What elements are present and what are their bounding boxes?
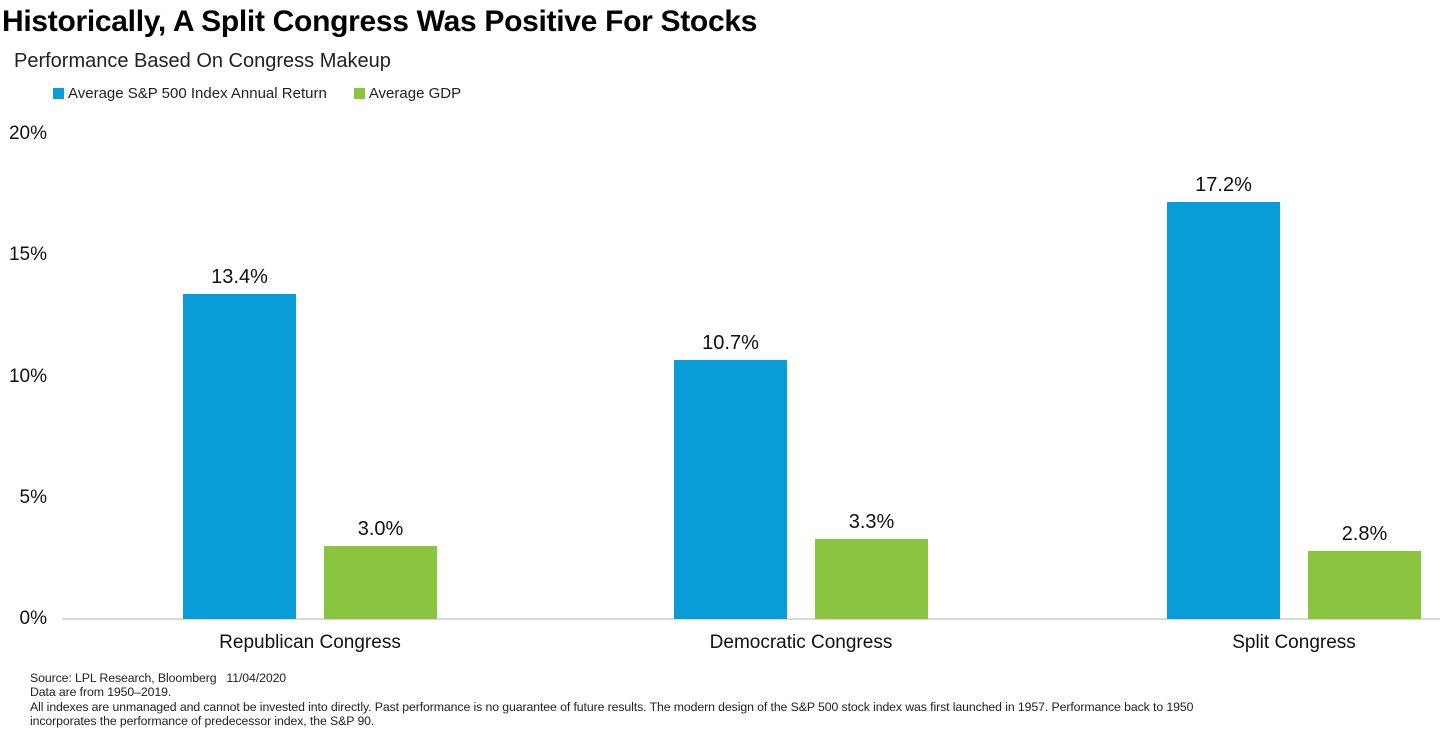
bar-value-label: 2.8% [1341, 523, 1388, 546]
bar-sp500-2 [674, 359, 787, 619]
x-axis-category-label: Democratic Congress [709, 632, 893, 653]
y-axis-tick-label: 15% [8, 244, 47, 266]
bar-value-label: 3.0% [357, 518, 404, 541]
bar-value-label: 10.7% [702, 331, 759, 354]
footer-disclaimer-line-1: All indexes are unmanaged and cannot be … [30, 699, 1194, 714]
legend-item-gdp: Average GDP [353, 85, 462, 102]
bar-gdp-2 [815, 538, 928, 619]
bar-value-label: 13.4% [211, 266, 268, 289]
chart-subtitle: Performance Based On Congress Makeup [14, 50, 391, 72]
bar-gdp-3 [1308, 551, 1421, 619]
y-axis-tick-label: 20% [8, 123, 47, 144]
footer-disclosure: Source: LPL Research, Bloomberg 11/04/20… [30, 671, 1193, 729]
bar-gdp-1 [324, 546, 437, 619]
legend-label-gdp: Average GDP [368, 85, 462, 102]
legend-label-sp500: Average S&P 500 Index Annual Return [68, 85, 327, 102]
gdp-swatch-icon [353, 88, 365, 99]
footer-data-range-line: Data are from 1950–2019. [30, 685, 172, 700]
y-axis-tick-label: 5% [19, 486, 47, 508]
legend: Average S&P 500 Index Annual Return Aver… [53, 85, 461, 102]
x-axis-category-label: Republican Congress [219, 632, 401, 653]
bar-value-label: 17.2% [1195, 173, 1252, 196]
x-axis-line [62, 618, 1440, 620]
y-axis-tick-label: 0% [19, 608, 47, 629]
chart-title: Historically, A Split Congress Was Posit… [2, 5, 758, 38]
footer-source-line: Source: LPL Research, Bloomberg 11/04/20… [30, 671, 287, 685]
bar-sp500-3 [1167, 201, 1280, 619]
bar-sp500-1 [183, 294, 296, 619]
x-axis-category-label: Split Congress [1232, 632, 1356, 653]
legend-item-sp500: Average S&P 500 Index Annual Return [53, 85, 327, 102]
y-axis-tick-label: 10% [8, 365, 47, 387]
bar-value-label: 3.3% [848, 510, 895, 533]
sp500-swatch-icon [53, 88, 64, 99]
footer-disclaimer-line-2: incorporates the performance of predeces… [30, 714, 375, 729]
